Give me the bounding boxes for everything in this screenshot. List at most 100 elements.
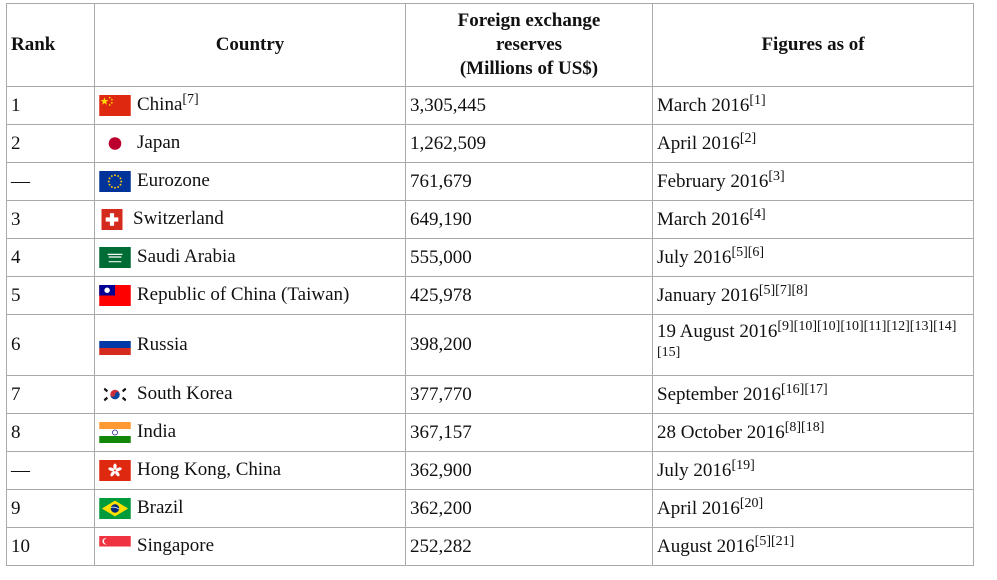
- date-text: April 2016: [657, 497, 740, 519]
- table-row: 8 India 367,157 28 October 2016[8][18]: [6, 413, 974, 452]
- date-cell: 19 August 2016[9][10][10][10][11][12][13…: [652, 314, 974, 376]
- date-text: 28 October 2016: [657, 421, 785, 443]
- reserves-cell: 367,157: [405, 413, 653, 452]
- date-text: July 2016: [657, 459, 732, 481]
- citation-link[interactable]: [1]: [749, 92, 766, 108]
- country-link[interactable]: Singapore: [137, 535, 215, 557]
- date-text: 19 August 2016: [657, 321, 778, 342]
- rank-cell: 5: [6, 276, 95, 315]
- table-row: 9 Brazil 362,200 April 2016[20]: [6, 489, 974, 528]
- table-row: 7 South Korea 377,770 September 2016[16]…: [6, 375, 974, 414]
- date-text: March 2016: [657, 94, 750, 116]
- china-flag-icon: [99, 94, 131, 116]
- reserves-header-line1: Foreign exchange: [457, 10, 601, 31]
- country-link[interactable]: Russia: [137, 333, 188, 355]
- country-cell: India: [94, 413, 406, 452]
- citation-link[interactable]: [2]: [739, 130, 757, 146]
- country-cell: Eurozone: [94, 162, 406, 201]
- rank-cell: 4: [6, 238, 95, 277]
- citation-link[interactable]: [5][6]: [731, 244, 765, 260]
- rank-cell: 7: [6, 375, 95, 414]
- saudi-arabia-flag-icon: [99, 246, 131, 268]
- citation-link[interactable]: [9][10][10][10][11][12][13][14][15]: [657, 319, 957, 360]
- date-text: April 2016: [657, 132, 740, 154]
- citation-link[interactable]: [19]: [731, 457, 755, 473]
- citation-link[interactable]: [5][21]: [754, 533, 795, 549]
- date-text: August 2016: [657, 535, 755, 557]
- country-link[interactable]: Brazil: [137, 497, 184, 519]
- country-link[interactable]: Eurozone: [137, 170, 210, 192]
- country-link[interactable]: Japan: [137, 132, 181, 154]
- date-cell: 28 October 2016[8][18]: [652, 413, 974, 452]
- reserves-cell: 649,190: [405, 200, 653, 239]
- date-cell: July 2016[5][6]: [652, 238, 974, 277]
- country-link[interactable]: Hong Kong, China: [137, 459, 282, 481]
- russia-flag-icon: [99, 334, 131, 356]
- table-row: 2 Japan 1,262,509 April 2016[2]: [6, 124, 974, 163]
- reserves-cell: 3,305,445: [405, 86, 653, 125]
- table-row: 3 Switzerland 649,190 March 2016[4]: [6, 200, 974, 239]
- rank-cell: 8: [6, 413, 95, 452]
- country-cell: Republic of China (Taiwan): [94, 276, 406, 315]
- eu-flag-icon: [99, 170, 131, 192]
- date-cell: April 2016[2]: [652, 124, 974, 163]
- country-link[interactable]: China: [137, 94, 183, 116]
- citation-link[interactable]: [5][7][8]: [758, 282, 808, 298]
- citation-link[interactable]: [20]: [739, 495, 764, 511]
- date-cell: September 2016[16][17]: [652, 375, 974, 414]
- date-cell: April 2016[20]: [652, 489, 974, 528]
- date-text: February 2016: [657, 170, 769, 192]
- citation-link[interactable]: [8][18]: [784, 419, 825, 435]
- country-cell: China[7]: [94, 86, 406, 125]
- brazil-flag-icon: [99, 497, 131, 519]
- country-link[interactable]: Switzerland: [133, 208, 224, 230]
- date-cell: August 2016[5][21]: [652, 527, 974, 566]
- reserves-header[interactable]: Foreign exchange reserves (Millions of U…: [405, 3, 653, 87]
- rank-cell: 1: [6, 86, 95, 125]
- country-link[interactable]: Republic of China (Taiwan): [137, 284, 350, 306]
- date-text: September 2016: [657, 383, 782, 405]
- reserves-header-line3: (Millions of US$): [459, 58, 599, 79]
- date-text: January 2016: [657, 284, 759, 306]
- table-row: 10 Singapore 252,282 August 2016[5][21]: [6, 527, 974, 566]
- country-link[interactable]: South Korea: [137, 383, 233, 405]
- country-cell: South Korea: [94, 375, 406, 414]
- citation-link[interactable]: [4]: [749, 206, 766, 222]
- date-text: July 2016: [657, 246, 732, 268]
- reserves-header-line2: reserves: [495, 34, 563, 55]
- date-cell: March 2016[1]: [652, 86, 974, 125]
- country-link[interactable]: Saudi Arabia: [137, 246, 236, 268]
- rank-cell: 6: [6, 314, 95, 376]
- date-cell: July 2016[19]: [652, 451, 974, 490]
- citation-link[interactable]: [16][17]: [781, 381, 828, 397]
- country-cell: Japan: [94, 124, 406, 163]
- south-korea-flag-icon: [99, 383, 131, 405]
- country-header[interactable]: Country: [94, 3, 406, 87]
- country-cell: Russia: [94, 314, 406, 376]
- country-cell: Singapore: [94, 527, 406, 566]
- rank-cell: 3: [6, 200, 95, 239]
- country-cell: Brazil: [94, 489, 406, 528]
- citation-link[interactable]: [7]: [182, 92, 199, 108]
- reserves-cell: 1,262,509: [405, 124, 653, 163]
- table-row: 1 China[7] 3,305,445 March 2016[1]: [6, 86, 974, 125]
- rank-cell: —: [6, 162, 95, 201]
- reserves-cell: 377,770: [405, 375, 653, 414]
- table-row: — Eurozone 761,679 February 2016[3]: [6, 162, 974, 201]
- reserves-cell: 252,282: [405, 527, 653, 566]
- country-link[interactable]: India: [137, 421, 177, 443]
- rank-cell: 10: [6, 527, 95, 566]
- india-flag-icon: [99, 421, 131, 443]
- date-text: March 2016: [657, 208, 750, 230]
- rank-cell: —: [6, 451, 95, 490]
- hong-kong-flag-icon: [99, 459, 131, 481]
- country-cell: Hong Kong, China: [94, 451, 406, 490]
- citation-link[interactable]: [3]: [768, 168, 785, 184]
- table-row: 4 Saudi Arabia 555,000 July 2016[5][6]: [6, 238, 974, 277]
- rank-header[interactable]: Rank: [6, 3, 95, 87]
- rank-cell: 2: [6, 124, 95, 163]
- date-cell: March 2016[4]: [652, 200, 974, 239]
- reserves-cell: 362,900: [405, 451, 653, 490]
- table-row: — Hong Kong, China 362,900 July 2016[19]: [6, 451, 974, 490]
- date-header[interactable]: Figures as of: [652, 3, 974, 87]
